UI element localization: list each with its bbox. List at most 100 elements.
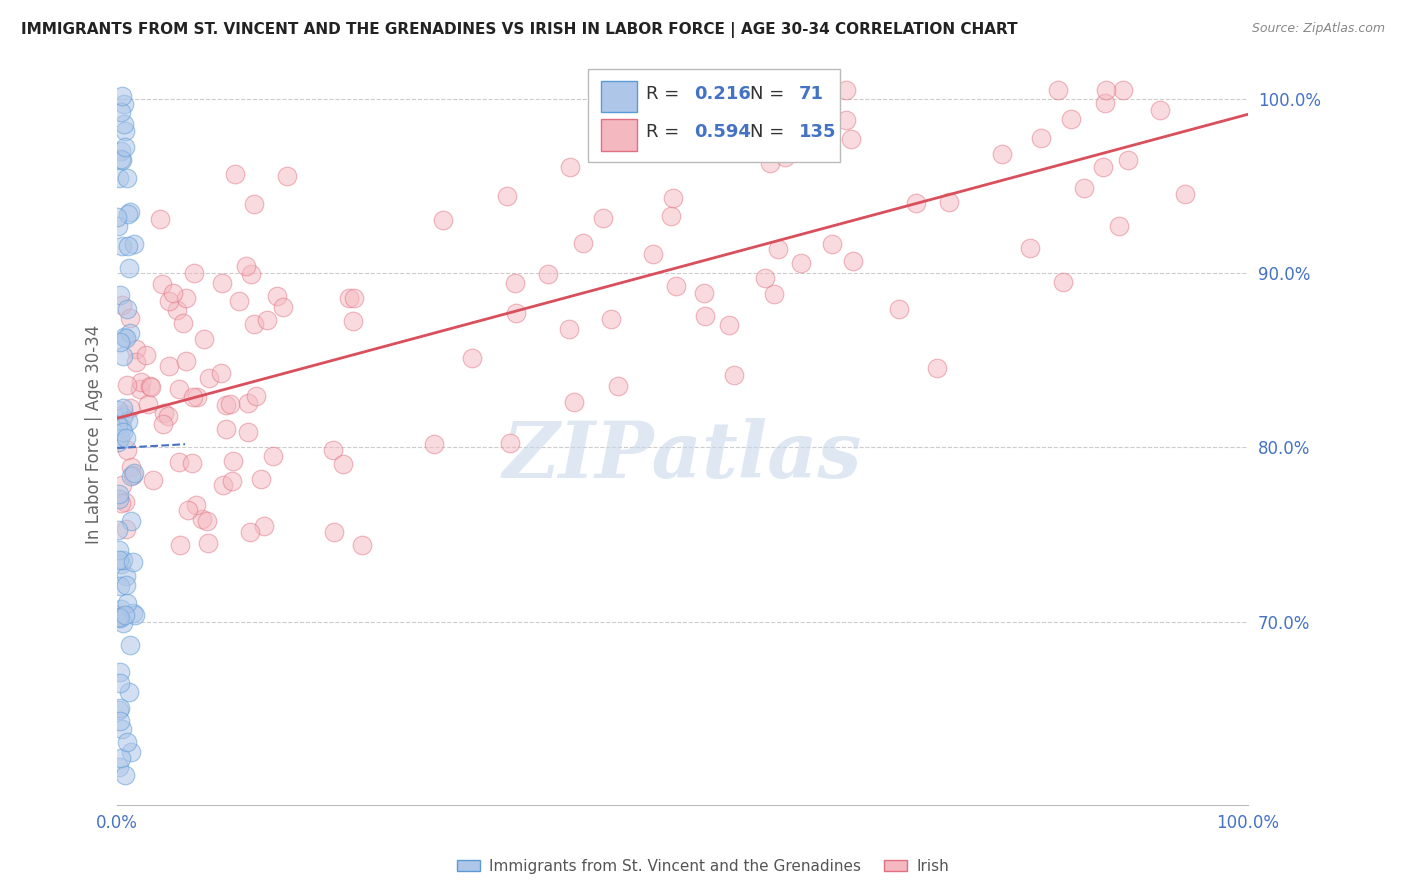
Point [262,449,284,463]
Point [108,287,131,301]
Point [1019,241,1042,255]
Point [184,498,207,512]
Point [111,722,134,736]
Point [221,474,243,488]
Point [166,302,188,317]
Point [120,469,142,483]
Point [135,348,157,362]
Point [266,289,288,303]
Point [224,167,246,181]
Point [938,195,960,210]
Point [763,287,786,301]
Point [110,431,132,445]
Text: ZIPatlas: ZIPatlas [503,418,862,495]
Point [108,610,131,624]
Point [695,309,717,323]
Point [108,610,131,624]
Point [214,422,236,436]
Point [991,146,1014,161]
Point [1174,187,1197,202]
Point [1029,131,1052,145]
Point [110,557,132,571]
Point [124,608,146,623]
Point [754,271,776,285]
Point [121,745,143,759]
Point [215,398,238,412]
Point [352,538,374,552]
Point [120,514,142,528]
Point [110,335,132,350]
Point [120,638,142,652]
Point [108,676,131,690]
Point [235,259,257,273]
Point [124,236,146,251]
Point [236,396,259,410]
Point [108,170,131,185]
Point [186,391,208,405]
Text: 135: 135 [799,123,837,141]
Point [111,401,134,416]
Point [112,96,135,111]
Point [197,370,219,384]
Point [1073,180,1095,194]
Point [107,219,129,234]
Point [562,395,585,409]
Point [723,368,745,382]
Point [240,267,263,281]
Point [111,238,134,252]
Point [120,326,142,340]
Point [592,211,614,226]
Point [496,189,519,203]
Point [197,536,219,550]
Point [1116,153,1139,167]
Point [1046,83,1069,97]
Point [1112,83,1135,97]
Point [236,425,259,439]
Point [841,253,863,268]
Point [110,144,132,158]
Point [110,602,132,616]
Point [662,191,685,205]
Point [172,317,194,331]
Point [790,256,813,270]
Point [120,311,142,326]
Point [115,595,138,609]
Point [572,235,595,250]
Point [107,553,129,567]
Point [904,196,927,211]
Point [142,474,165,488]
Point [112,410,135,425]
Point [115,377,138,392]
Point [128,383,150,397]
Point [108,760,131,774]
Point [107,434,129,449]
Text: 0.216: 0.216 [695,85,751,103]
Point [112,350,135,364]
Point [136,397,159,411]
Point [599,312,621,326]
Point [112,330,135,344]
Point [108,608,131,623]
Point [193,332,215,346]
Point [256,313,278,327]
Point [118,260,141,275]
Point [105,210,128,224]
Point [114,607,136,622]
Point [169,537,191,551]
Point [167,382,190,396]
Point [768,242,790,256]
Point [322,525,344,540]
Point [239,524,262,539]
Point [115,171,138,186]
Text: 71: 71 [799,85,824,103]
Point [183,266,205,280]
Point [110,751,132,765]
Point [157,359,180,374]
Point [108,665,131,680]
Point [114,578,136,592]
Point [1108,219,1130,234]
Point [228,293,250,308]
Point [773,150,796,164]
Legend: Immigrants from St. Vincent and the Grenadines, Irish: Immigrants from St. Vincent and the Gren… [451,853,955,880]
Point [110,153,132,167]
